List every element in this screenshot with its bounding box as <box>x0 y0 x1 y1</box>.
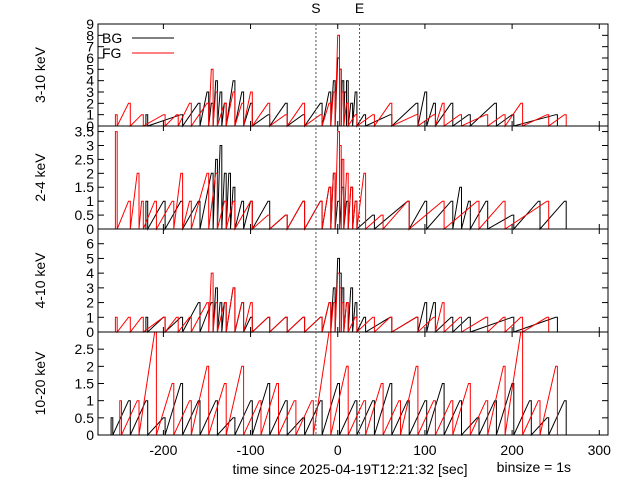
y-tick-label: 1.5 <box>75 376 95 392</box>
y-tick-label: 4 <box>86 265 94 281</box>
binsize-label: binsize = 1s <box>497 459 571 475</box>
y-tick-label: 9 <box>86 16 94 32</box>
series-bg-line <box>145 257 558 334</box>
x-tick-label: 300 <box>588 442 612 458</box>
y-tick-label: 3 <box>86 280 94 296</box>
series-fg-line <box>114 131 550 231</box>
y-tick-label: 2 <box>86 95 94 111</box>
y-tick-label: 5 <box>86 250 94 266</box>
y-tick-label: 7 <box>86 39 94 55</box>
y-tick-label: 1 <box>86 107 94 123</box>
y-tick-label: 0.5 <box>75 410 95 426</box>
y-tick-label: 5 <box>86 61 94 77</box>
y-tick-label: 1.5 <box>75 179 95 195</box>
y-tick-label: 2 <box>86 165 94 181</box>
y-tick-label: 1 <box>86 309 94 325</box>
y-tick-label: 0 <box>86 221 94 237</box>
y-tick-label: 1 <box>86 393 94 409</box>
y-tick-label: 4 <box>86 73 94 89</box>
y-tick-label: 3.5 <box>75 124 95 140</box>
x-tick-label: 100 <box>413 442 437 458</box>
x-tick-label: 200 <box>500 442 524 458</box>
y-tick-label: 2 <box>86 295 94 311</box>
y-tick-label: 2.5 <box>75 151 95 167</box>
x-axis: -200 -100 0 100 200 300 <box>149 442 611 458</box>
time-axis-label: time since 2025-04-19T12:21:32 [sec] <box>232 461 467 477</box>
y-tick-label: 8 <box>86 27 94 43</box>
y-tick-label: 0 <box>86 118 94 134</box>
y-axis-label: 2-4 keV <box>32 153 48 202</box>
y-tick-label: 6 <box>86 236 94 252</box>
y-tick-label: 2.5 <box>75 341 95 357</box>
y-tick-label: 2 <box>86 358 94 374</box>
marker-label: S <box>311 0 320 16</box>
panel-4: 00.511.5 22.5 10-20 keV <box>32 331 609 443</box>
series-bg-line <box>145 57 558 128</box>
y-tick-label: 1 <box>86 193 94 209</box>
x-tick-label: -100 <box>237 442 265 458</box>
y-tick-label: 3 <box>86 137 94 153</box>
x-tick-label: 0 <box>334 442 342 458</box>
y-tick-label: 0.5 <box>75 207 95 223</box>
y-tick-label: 0 <box>86 427 94 443</box>
y-tick-label: 3 <box>86 84 94 100</box>
y-axis-label: 10-20 keV <box>32 351 48 415</box>
marker-label: E <box>355 0 364 16</box>
panel-2: 00.511.522.533.5 2-4 keV <box>32 124 609 237</box>
legend-label: BG <box>102 30 122 46</box>
legend-label: FG <box>102 45 121 61</box>
y-tick-label: 0 <box>86 324 94 340</box>
x-tick-label: -200 <box>149 442 177 458</box>
y-tick-label: 6 <box>86 50 94 66</box>
series-fg-line <box>114 34 567 128</box>
y-axis-label: 4-10 keV <box>32 252 48 309</box>
y-axis-label: 3-10 keV <box>32 46 48 103</box>
